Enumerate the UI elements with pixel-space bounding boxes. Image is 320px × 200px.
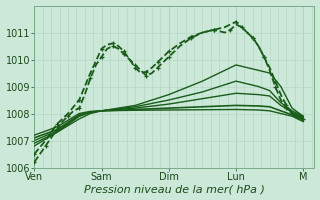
- X-axis label: Pression niveau de la mer( hPa ): Pression niveau de la mer( hPa ): [84, 184, 265, 194]
